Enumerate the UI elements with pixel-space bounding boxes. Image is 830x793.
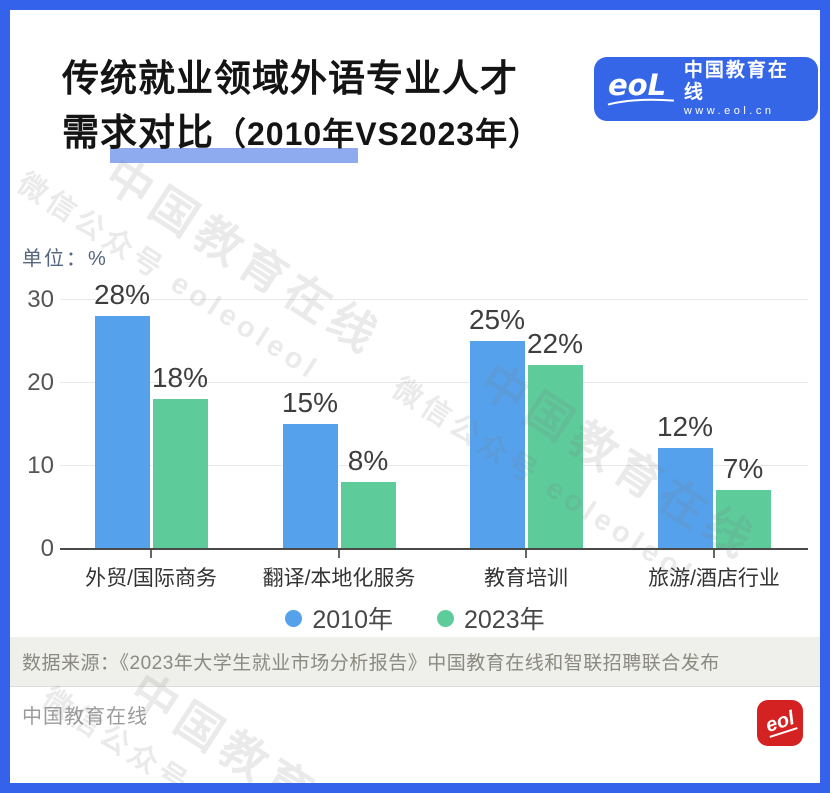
y-axis-tick-10: 10: [27, 452, 54, 479]
title-highlight-bar: [110, 148, 358, 163]
bar-2010年-外贸/国际商务: [94, 315, 150, 548]
data-source-band: 数据来源：《2023年大学生就业市场分析报告》中国教育在线和智联招聘联合发布: [10, 637, 820, 687]
page-title: 传统就业领域外语专业人才 需求对比（2010年VS2023年）: [62, 52, 541, 163]
eol-logo-icon: eoL: [607, 68, 674, 106]
eol-logo-text: 中国教育在线 www.eol.cn: [684, 60, 806, 118]
bar-value-2023年-翻译/本地化服务: 8%: [347, 444, 389, 476]
category-label-外贸/国际商务: 外贸/国际商务: [85, 567, 217, 590]
bar-2023年-教育培训: [527, 365, 583, 548]
x-axis-tick: [713, 550, 715, 558]
y-axis-tick-0: 0: [40, 535, 54, 562]
bar-value-2010年-旅游/酒店行业: 12%: [656, 411, 714, 443]
bar-2023年-外贸/国际商务: [152, 398, 208, 548]
bar-value-2023年-旅游/酒店行业: 7%: [722, 452, 764, 484]
eol-red-badge-text: eol: [762, 707, 798, 738]
chart-legend: 2010年 2023年: [0, 600, 830, 636]
category-label-旅游/酒店行业: 旅游/酒店行业: [648, 567, 780, 590]
title-line-2: 需求对比（2010年VS2023年）: [62, 106, 541, 161]
eol-logo-name: 中国教育在线: [683, 60, 789, 103]
bar-value-2023年-教育培训: 22%: [526, 328, 584, 360]
gridline-30: [60, 299, 808, 300]
x-axis-tick: [150, 550, 152, 558]
unit-label: 单位：%: [22, 248, 108, 270]
legend-dot-icon: [285, 609, 303, 627]
x-axis-tick: [338, 550, 340, 558]
gridline-20: [60, 382, 808, 383]
bar-2010年-翻译/本地化服务: [282, 423, 338, 548]
bar-2010年-教育培训: [469, 340, 525, 548]
title-line-2-suffix: （2010年VS2023年）: [214, 116, 542, 152]
data-source-text: 数据来源：《2023年大学生就业市场分析报告》中国教育在线和智联招聘联合发布: [22, 653, 720, 674]
y-axis-tick-20: 20: [27, 369, 54, 396]
y-axis-tick-30: 30: [27, 286, 54, 313]
bar-value-2010年-教育培训: 25%: [468, 303, 526, 335]
legend-label: 2010年: [312, 606, 393, 634]
svg-text:eoL: eoL: [608, 68, 666, 102]
bar-2010年-旅游/酒店行业: [657, 448, 713, 548]
category-label-教育培训: 教育培训: [484, 567, 568, 590]
title-line-1: 传统就业领域外语专业人才: [62, 58, 518, 99]
bar-2023年-翻译/本地化服务: [340, 481, 396, 548]
legend-label: 2023年: [464, 606, 545, 634]
legend-item-2023年: 2023年: [437, 600, 545, 636]
eol-red-badge-icon: eol: [757, 700, 803, 746]
category-label-翻译/本地化服务: 翻译/本地化服务: [262, 567, 416, 590]
x-axis-line: [60, 548, 808, 550]
bar-2023年-旅游/酒店行业: [715, 489, 771, 548]
bar-value-2010年-翻译/本地化服务: 15%: [281, 386, 339, 418]
bar-value-2010年-外贸/国际商务: 28%: [93, 278, 151, 310]
bar-value-2023年-外贸/国际商务: 18%: [151, 361, 209, 393]
legend-dot-icon: [437, 609, 454, 627]
eol-logo-badge: eoL 中国教育在线 www.eol.cn: [594, 57, 818, 121]
footer-brand-text: 中国教育在线: [22, 706, 148, 728]
gridline-10: [60, 465, 808, 466]
legend-item-2010年: 2010年: [285, 600, 393, 636]
eol-logo-url: www.eol.cn: [683, 105, 775, 117]
x-axis-tick: [525, 550, 527, 558]
title-line-2-main: 需求对比: [62, 112, 214, 153]
